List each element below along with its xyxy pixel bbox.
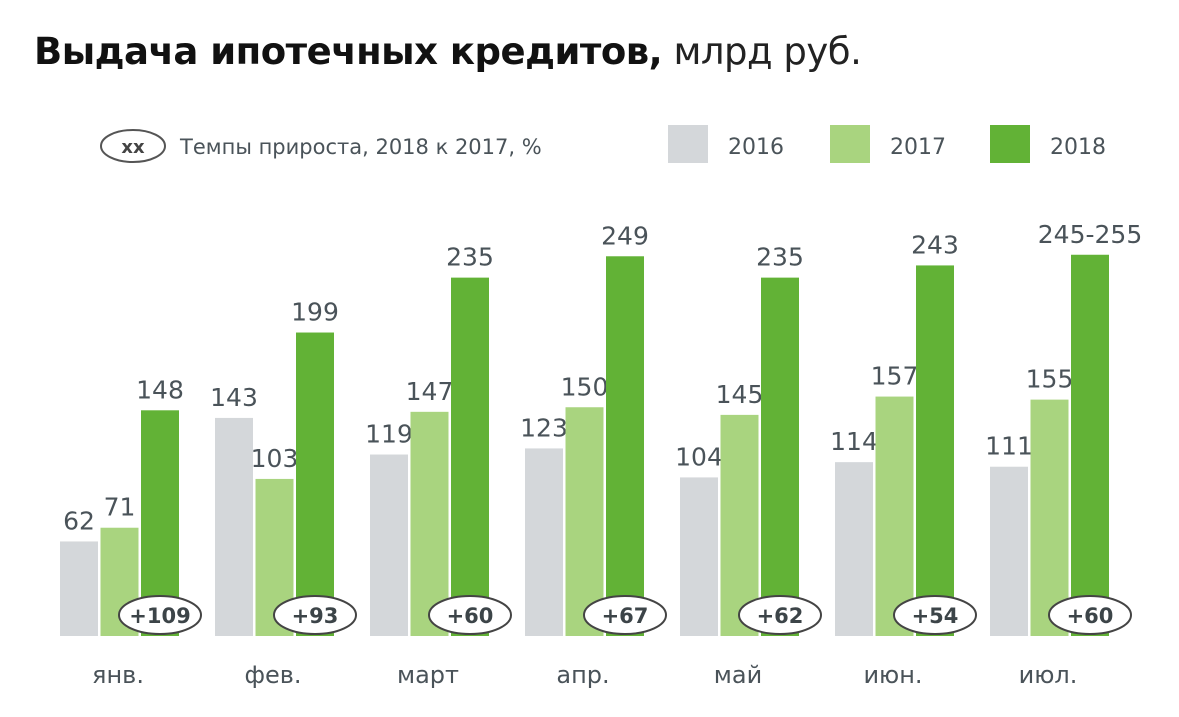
bar-2017-3 — [565, 407, 604, 636]
legend-growth-oval — [100, 129, 166, 163]
growth-oval-2 — [428, 595, 512, 635]
x-tick-label-2: март — [397, 661, 459, 689]
growth-label-4: +62 — [757, 604, 804, 628]
bar-2017-5 — [875, 396, 914, 636]
bar-2016-2 — [370, 454, 408, 636]
legend-growth-label: Темпы прироста, 2018 к 2017, % — [179, 135, 542, 159]
bar-2017-4 — [720, 414, 759, 636]
x-tick-label-6: июл. — [1019, 661, 1078, 689]
value-label-2017-3: 150 — [561, 372, 609, 401]
value-label-2017-6: 155 — [1026, 365, 1074, 394]
chart-title: Выдача ипотечных кредитов, млрд руб. — [34, 30, 862, 73]
bar-2018-1 — [296, 332, 334, 636]
bar-2018-2 — [451, 277, 489, 636]
growth-oval-4 — [738, 595, 822, 635]
growth-label-3: +67 — [602, 604, 649, 628]
value-label-2016-1: 143 — [210, 383, 258, 412]
bar-2018-6 — [1071, 254, 1109, 636]
value-label-2017-5: 157 — [871, 362, 919, 391]
growth-oval-1 — [273, 595, 357, 635]
value-label-2017-4: 145 — [716, 380, 764, 409]
bar-2016-3 — [525, 448, 563, 636]
value-label-2017-2: 147 — [406, 377, 454, 406]
legend-swatch-2018 — [990, 125, 1030, 163]
bar-2018-3 — [606, 256, 644, 636]
legend-label-2018: 2018 — [1050, 135, 1106, 160]
value-label-2016-2: 119 — [365, 420, 413, 449]
growth-oval-6 — [1048, 595, 1132, 635]
bar-2017-6 — [1030, 399, 1069, 636]
bar-2016-0 — [60, 541, 98, 636]
legend-growth-marker: xx — [121, 137, 145, 158]
growth-oval-5 — [893, 595, 977, 635]
x-tick-label-5: июн. — [863, 661, 922, 689]
value-label-2018-2: 235 — [446, 243, 494, 272]
bar-2018-4 — [761, 277, 799, 636]
value-label-2018-3: 249 — [601, 221, 649, 250]
growth-oval-3 — [583, 595, 667, 635]
value-label-2016-4: 104 — [675, 442, 723, 471]
growth-label-2: +60 — [447, 604, 494, 628]
chart-unit: млрд руб. — [673, 30, 862, 73]
bar-2018-5 — [916, 265, 954, 636]
value-label-2016-0: 62 — [63, 506, 95, 535]
value-label-2018-5: 243 — [911, 230, 959, 259]
x-tick-label-4: май — [714, 661, 762, 689]
legend-label-2017: 2017 — [890, 135, 946, 160]
value-label-2018-0: 148 — [136, 375, 184, 404]
growth-oval-0 — [118, 595, 202, 635]
value-label-2016-6: 111 — [985, 432, 1033, 461]
value-label-2017-1: 103 — [251, 444, 299, 473]
legend-swatch-2016 — [668, 125, 708, 163]
x-tick-label-1: фев. — [244, 661, 301, 689]
value-label-2016-5: 114 — [830, 427, 878, 456]
bar-2017-2 — [410, 411, 449, 636]
growth-label-1: +93 — [292, 604, 339, 628]
bar-2016-6 — [990, 466, 1028, 636]
growth-label-6: +60 — [1067, 604, 1114, 628]
bar-2016-1 — [215, 417, 253, 636]
x-tick-label-3: апр. — [556, 661, 609, 689]
value-label-2018-4: 235 — [756, 243, 804, 272]
legend-swatch-2017 — [830, 125, 870, 163]
legend-label-2016: 2016 — [728, 135, 784, 160]
value-label-2018-6: 245-255 — [1038, 220, 1142, 249]
growth-label-0: +109 — [129, 604, 190, 628]
value-label-2016-3: 123 — [520, 413, 568, 442]
x-tick-label-0: янв. — [92, 661, 144, 689]
growth-label-5: +54 — [912, 604, 959, 628]
value-label-2018-1: 199 — [291, 298, 339, 327]
bar-2016-5 — [835, 462, 873, 636]
value-label-2017-0: 71 — [104, 493, 136, 522]
bar-2016-4 — [680, 477, 718, 636]
